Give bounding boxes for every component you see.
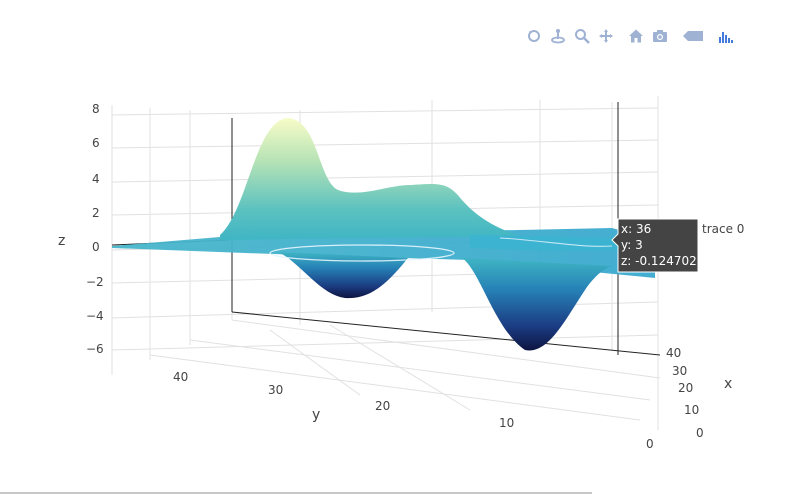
x-tick: 20 (678, 381, 693, 395)
x-tick: 0 (696, 426, 704, 440)
pan-icon[interactable] (594, 24, 618, 48)
y-tick: 10 (499, 416, 514, 430)
z-tick: 6 (92, 136, 100, 150)
contour-ring (269, 244, 455, 262)
x-axis-title: x (724, 376, 732, 392)
x-ticks: 40 30 20 10 0 0 (646, 346, 704, 451)
hover-x: x: 36 (621, 222, 651, 236)
z-tick: −2 (86, 275, 104, 289)
y-tick: 20 (375, 399, 390, 413)
turntable-rotation-icon[interactable] (546, 24, 570, 48)
surface-hill-main (220, 118, 520, 240)
hover-z: z: -0.1247021 (621, 254, 704, 268)
x-tick: 40 (666, 346, 681, 360)
z-axis-title: z (58, 233, 65, 249)
y-tick: 30 (268, 383, 283, 397)
x-tick: 30 (672, 364, 687, 378)
modebar (522, 24, 738, 48)
surface-trough-right (462, 258, 612, 351)
hover-trace-name: trace 0 (702, 222, 744, 236)
z-tick: −6 (86, 342, 104, 356)
y-axis-title: y (312, 407, 320, 423)
z-tick: 4 (92, 172, 100, 186)
z-tick: 0 (92, 240, 100, 254)
surface-trough-left (278, 252, 408, 299)
z-tick: 2 (92, 206, 100, 220)
zoom-icon[interactable] (570, 24, 594, 48)
y-tick: 0 (646, 437, 654, 451)
contour-line-right (499, 237, 613, 247)
z-tick: 8 (92, 102, 100, 116)
y-tick: 40 (173, 370, 188, 384)
home-icon[interactable] (624, 24, 648, 48)
plotly-logo-icon[interactable] (714, 24, 738, 48)
camera-icon[interactable] (648, 24, 672, 48)
orbital-rotation-icon[interactable] (522, 24, 546, 48)
hover-tooltip: x: 36 y: 3 z: -0.1247021 trace 0 (611, 218, 744, 273)
y-ticks: 40 30 20 10 (173, 370, 514, 430)
toggle-spike-lines-icon[interactable] (678, 24, 708, 48)
scroll-divider (0, 492, 592, 494)
surface-edge-right (470, 235, 655, 258)
z-tick: −4 (86, 309, 104, 323)
z-ticks: 8 6 4 2 0 −2 −4 −6 (86, 102, 104, 356)
x-tick: 10 (684, 403, 699, 417)
hover-y: y: 3 (621, 238, 643, 252)
